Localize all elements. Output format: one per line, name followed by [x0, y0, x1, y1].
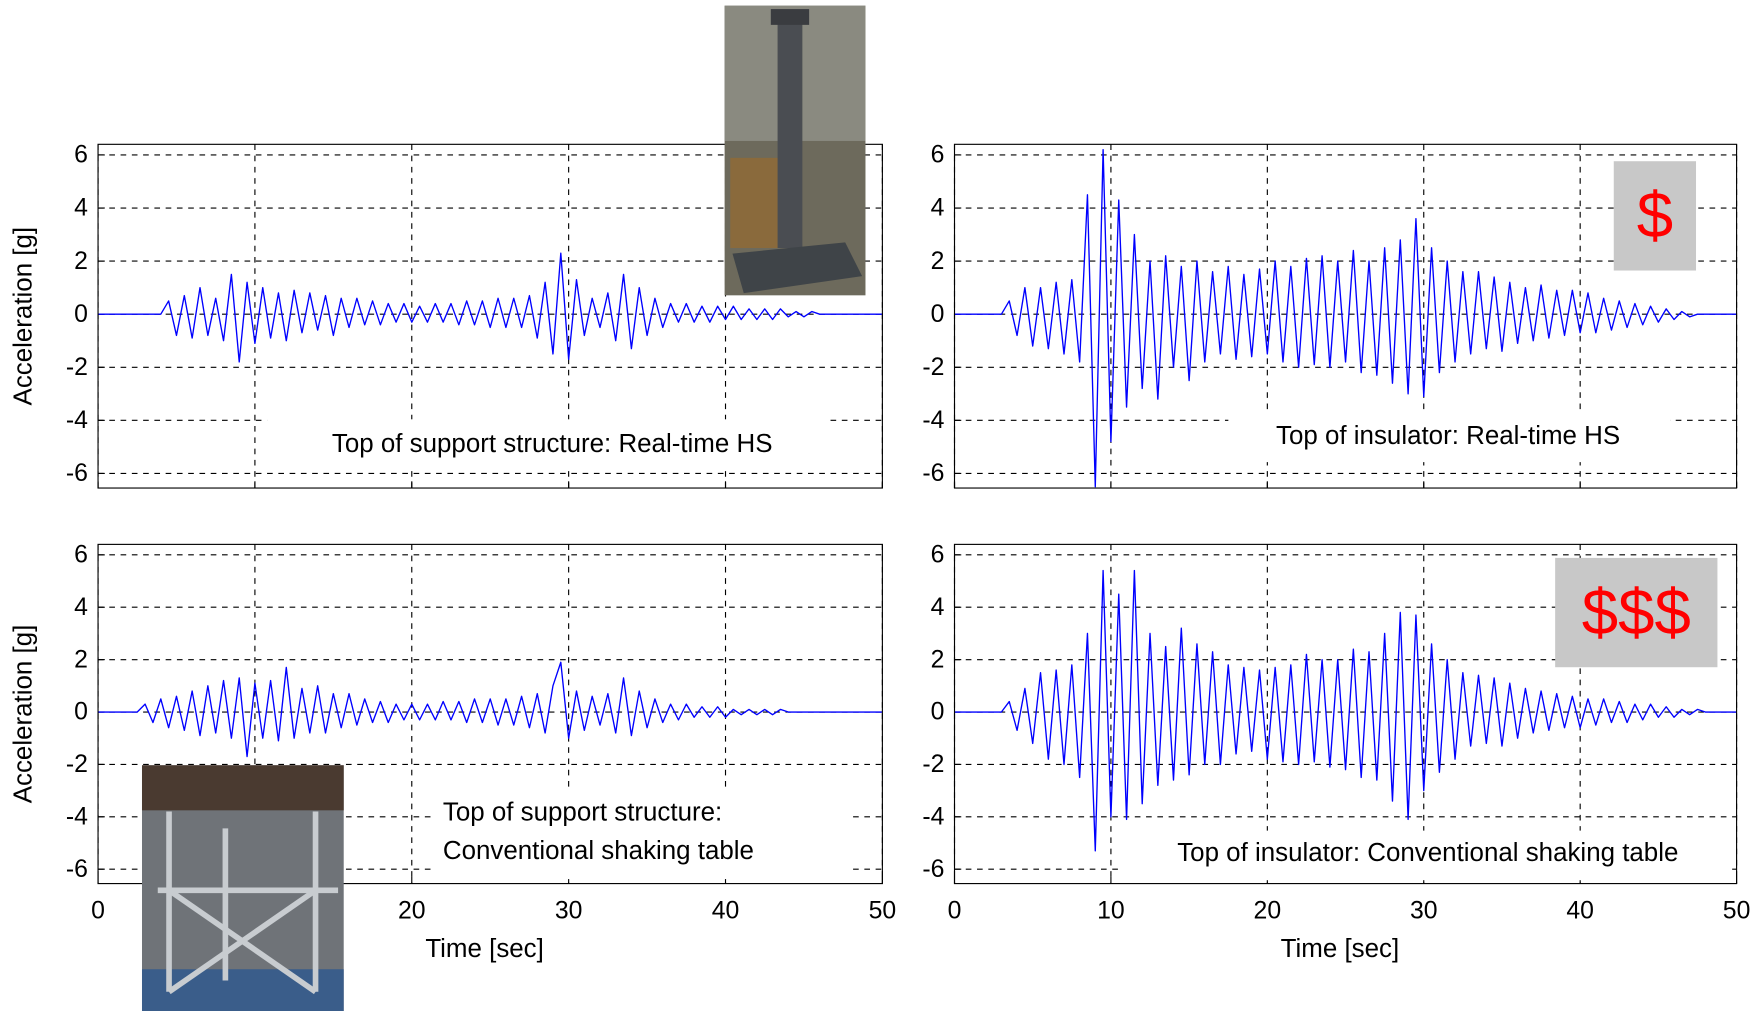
y-tick-label: 6	[74, 142, 88, 169]
data-line	[98, 661, 883, 758]
plot-frame	[97, 543, 883, 885]
y-tick-label: 2	[74, 248, 88, 275]
x-tick-label: 50	[1723, 897, 1751, 924]
x-axis-label: Time [sec]	[1281, 935, 1400, 963]
annotation-background	[1121, 830, 1733, 881]
y-tick-label: 0	[74, 301, 88, 328]
y-tick-label: -4	[922, 407, 944, 434]
y-tick-label: -6	[66, 856, 88, 883]
y-tick-label: -2	[66, 751, 88, 778]
photo-brace	[167, 888, 318, 995]
photos	[141, 5, 866, 1011]
annotation: Conventional shaking table	[443, 837, 754, 865]
badge-background	[1613, 161, 1697, 271]
y-axis-label: Acceleration [g]	[10, 227, 38, 406]
annotation: Top of insulator: Conventional shaking t…	[1177, 839, 1678, 867]
annotation: Top of support structure: Real-time HS	[332, 430, 773, 458]
x-tick-label: 20	[398, 897, 426, 924]
y-tick-label: -6	[922, 856, 944, 883]
y-tick-label: 0	[74, 699, 88, 726]
y-tick-label: -6	[922, 460, 944, 487]
photo-frame	[157, 811, 339, 995]
y-tick-label: -4	[66, 803, 88, 830]
photo-support	[141, 765, 344, 1011]
subplot: -6 -4 -2 0 2 4 6 Top of insulator: Real-time HS…	[922, 142, 1738, 489]
annotation-background	[1228, 412, 1671, 463]
y-tick-label: -2	[922, 751, 944, 778]
y-tick-label: 2	[931, 646, 945, 673]
y-tick-label: -4	[66, 407, 88, 434]
data-line	[954, 148, 1737, 488]
x-tick-label: 40	[712, 897, 740, 924]
y-tick-label: -4	[922, 803, 944, 830]
plot-frame	[953, 143, 1738, 489]
badge: $	[1637, 179, 1673, 252]
x-axis-label: Time [sec]	[425, 935, 544, 963]
data-line	[954, 569, 1737, 852]
annotation-background	[432, 788, 852, 880]
y-tick-label: 2	[74, 646, 88, 673]
x-tick-label: 40	[1566, 897, 1594, 924]
y-tick-label: 0	[931, 301, 945, 328]
photo-column	[777, 22, 803, 248]
photo-cap	[770, 9, 810, 25]
y-tick-label: -6	[66, 460, 88, 487]
x-tick-label: 30	[555, 897, 583, 924]
photo-ceiling	[141, 765, 344, 811]
photo-base	[732, 242, 863, 294]
data-line	[98, 252, 883, 363]
annotation-background	[267, 419, 828, 469]
x-tick-label: 10	[1097, 897, 1125, 924]
photo-insulator	[724, 5, 866, 296]
y-tick-label: 6	[931, 542, 945, 569]
badge-background	[1555, 557, 1718, 668]
y-tick-label: 4	[931, 594, 945, 621]
plot-frame	[97, 143, 883, 489]
subplot: -6 -4 -2 0 2 4 6 0 10 20 30 40 50 Time [sec] Top of in…	[922, 542, 1750, 963]
y-tick-label: 6	[931, 142, 945, 169]
y-tick-label: 6	[74, 542, 88, 569]
annotation: Top of insulator: Real-time HS	[1276, 422, 1620, 450]
x-tick-label: 50	[869, 897, 897, 924]
x-tick-label: 30	[1410, 897, 1438, 924]
y-tick-label: 4	[74, 594, 88, 621]
x-tick-label: 20	[1254, 897, 1282, 924]
y-axis-label: Acceleration [g]	[10, 625, 38, 804]
y-tick-label: -2	[922, 354, 944, 381]
x-tick-label: 0	[948, 897, 962, 924]
y-tick-label: 4	[931, 195, 945, 222]
y-tick-label: 4	[74, 195, 88, 222]
x-tick-label: 0	[91, 897, 105, 924]
plot-frame	[953, 543, 1738, 885]
badge: $$$	[1582, 575, 1691, 648]
y-tick-label: 0	[931, 699, 945, 726]
annotation: Top of support structure:	[443, 799, 722, 827]
y-tick-label: 2	[931, 248, 945, 275]
y-tick-label: -2	[66, 354, 88, 381]
